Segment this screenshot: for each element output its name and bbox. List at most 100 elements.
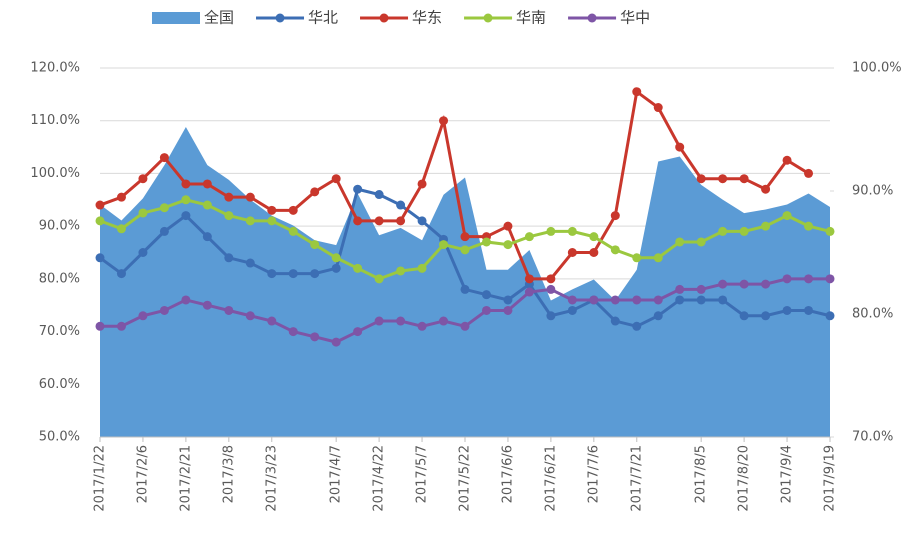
point (95, 253, 105, 263)
point (181, 295, 191, 305)
legend-item: 华南 (464, 9, 546, 27)
point (481, 305, 491, 315)
x-tick-label: 2017/5/7 (415, 445, 430, 503)
legend-marker (275, 13, 285, 23)
point (481, 237, 491, 247)
point (804, 221, 814, 231)
point (267, 269, 277, 279)
point (524, 274, 534, 284)
point (224, 192, 234, 202)
point (439, 316, 449, 326)
legend-label: 华东 (412, 9, 442, 27)
x-tick-label: 2017/2/6 (135, 445, 150, 503)
y-tick-label: 100.0% (30, 166, 80, 181)
point (481, 290, 491, 300)
point (567, 226, 577, 236)
legend-marker (379, 13, 389, 23)
x-tick-label: 2017/6/6 (500, 445, 515, 503)
point (224, 211, 234, 221)
x-tick-label: 2017/7/6 (586, 445, 601, 503)
point (632, 253, 642, 263)
point (181, 195, 191, 205)
point (675, 284, 685, 294)
x-tick-label: 2017/7/21 (629, 445, 644, 512)
point (353, 216, 363, 226)
y-tick-label: 110.0% (30, 113, 80, 128)
point (159, 153, 169, 163)
point (353, 327, 363, 337)
point (567, 305, 577, 315)
point (116, 224, 126, 234)
point (310, 332, 320, 342)
point (782, 274, 792, 284)
point (589, 248, 599, 257)
point (396, 316, 406, 326)
point (610, 316, 620, 326)
point (310, 269, 320, 279)
point (739, 226, 749, 236)
point (181, 211, 191, 221)
point (181, 179, 191, 189)
point (245, 216, 255, 226)
point (610, 245, 620, 255)
point (95, 216, 105, 226)
point (202, 300, 212, 310)
point (825, 311, 835, 321)
point (331, 337, 341, 347)
point (417, 216, 427, 226)
point (696, 284, 706, 294)
point (610, 295, 620, 305)
point (353, 184, 363, 194)
point (718, 295, 728, 305)
x-tick-label: 2017/9/19 (823, 445, 838, 512)
point (159, 203, 169, 213)
point (653, 103, 663, 113)
line (99, 89, 810, 281)
legend-item: 全国 (152, 9, 234, 27)
point (267, 205, 277, 215)
legend-label: 华中 (620, 9, 650, 27)
point (761, 279, 771, 289)
point (567, 248, 577, 257)
y-tick-label: 120.0% (30, 61, 80, 76)
point (739, 311, 749, 321)
point (632, 295, 642, 305)
legend-marker (587, 13, 597, 23)
point (267, 216, 277, 226)
point (138, 248, 148, 257)
point (116, 321, 126, 331)
x-tick-label: 2017/9/4 (780, 445, 795, 503)
point (761, 184, 771, 194)
point (331, 253, 341, 263)
area (100, 127, 830, 437)
legend-item: 华东 (360, 9, 442, 27)
point (417, 321, 427, 331)
x-tick-label: 2017/6/21 (543, 445, 558, 512)
legend-marker (483, 13, 493, 23)
point (245, 258, 255, 268)
point (374, 274, 384, 284)
point (696, 174, 706, 184)
legend-item: 华中 (568, 9, 650, 27)
legend-label: 华南 (516, 9, 546, 27)
point (224, 253, 234, 263)
point (739, 174, 749, 184)
point (761, 221, 771, 231)
point (782, 211, 792, 221)
point (675, 142, 685, 152)
point (503, 240, 513, 250)
point (396, 200, 406, 210)
point (159, 305, 169, 315)
x-tick-label: 2017/5/22 (458, 445, 473, 512)
point (782, 155, 792, 165)
point (718, 226, 728, 236)
point (202, 232, 212, 242)
point (761, 311, 771, 321)
point (546, 274, 556, 284)
point (503, 221, 513, 231)
point (460, 321, 470, 331)
legend-label: 华北 (308, 9, 338, 27)
point (524, 232, 534, 242)
y-tick-label: 80.0% (39, 271, 80, 286)
point (804, 305, 814, 315)
